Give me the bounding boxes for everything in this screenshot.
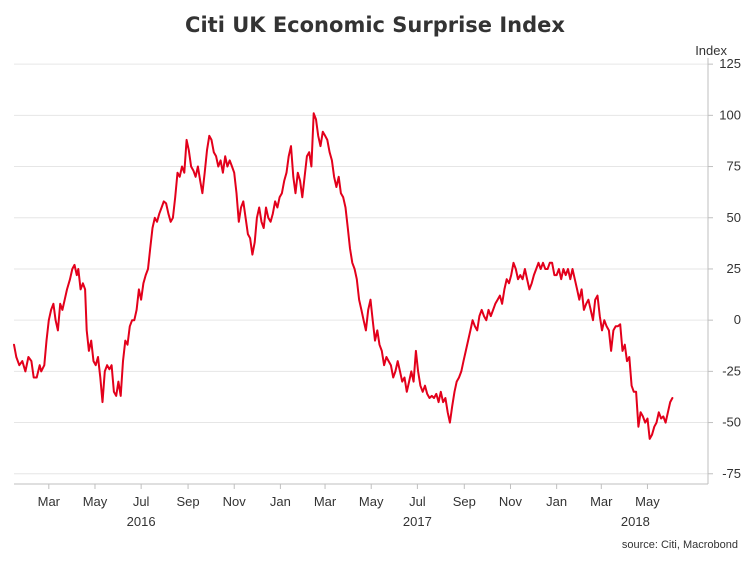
source-note: source: Citi, Macrobond: [622, 539, 738, 551]
y-tick-label: -50: [722, 415, 741, 430]
x-tick-label: Sep: [453, 494, 476, 509]
x-year-label: 2017: [403, 514, 432, 529]
y-tick-label: 100: [719, 107, 741, 122]
series-line: [13, 112, 674, 440]
x-tick-label: Nov: [499, 494, 523, 509]
x-year-label: 2018: [621, 514, 650, 529]
x-tick-label: Jan: [546, 494, 567, 509]
x-tick-label: May: [83, 494, 108, 509]
y-axis-ticks: 125 100 75 50 25 0 -25 -50 -75: [708, 56, 741, 481]
y-tick-label: 75: [727, 159, 741, 174]
x-tick-label: Jul: [409, 494, 426, 509]
x-tick-label: Nov: [223, 494, 247, 509]
y-tick-label: 0: [734, 312, 741, 327]
x-tick-label: Sep: [176, 494, 199, 509]
x-tick-label: Jul: [133, 494, 150, 509]
gridlines: [14, 63, 708, 475]
x-axis-ticks: Mar May Jul Sep Nov Jan Mar May Jul Sep Nov Jan Mar M…: [38, 484, 660, 529]
y-tick-label: -75: [722, 466, 741, 481]
chart-title: Citi UK Economic Surprise Index: [185, 13, 565, 37]
x-tick-label: Mar: [314, 494, 337, 509]
y-tick-label: 50: [727, 210, 741, 225]
x-tick-label: Mar: [590, 494, 613, 509]
x-year-label: 2016: [127, 514, 156, 529]
y-axis-label: Index: [695, 43, 727, 58]
x-tick-label: May: [359, 494, 384, 509]
x-tick-label: Mar: [38, 494, 61, 509]
x-tick-label: Jan: [270, 494, 291, 509]
y-tick-label: -25: [722, 363, 741, 378]
y-tick-label: 125: [719, 56, 741, 71]
series-group: [13, 112, 674, 440]
y-tick-label: 25: [727, 261, 741, 276]
x-tick-label: May: [635, 494, 660, 509]
